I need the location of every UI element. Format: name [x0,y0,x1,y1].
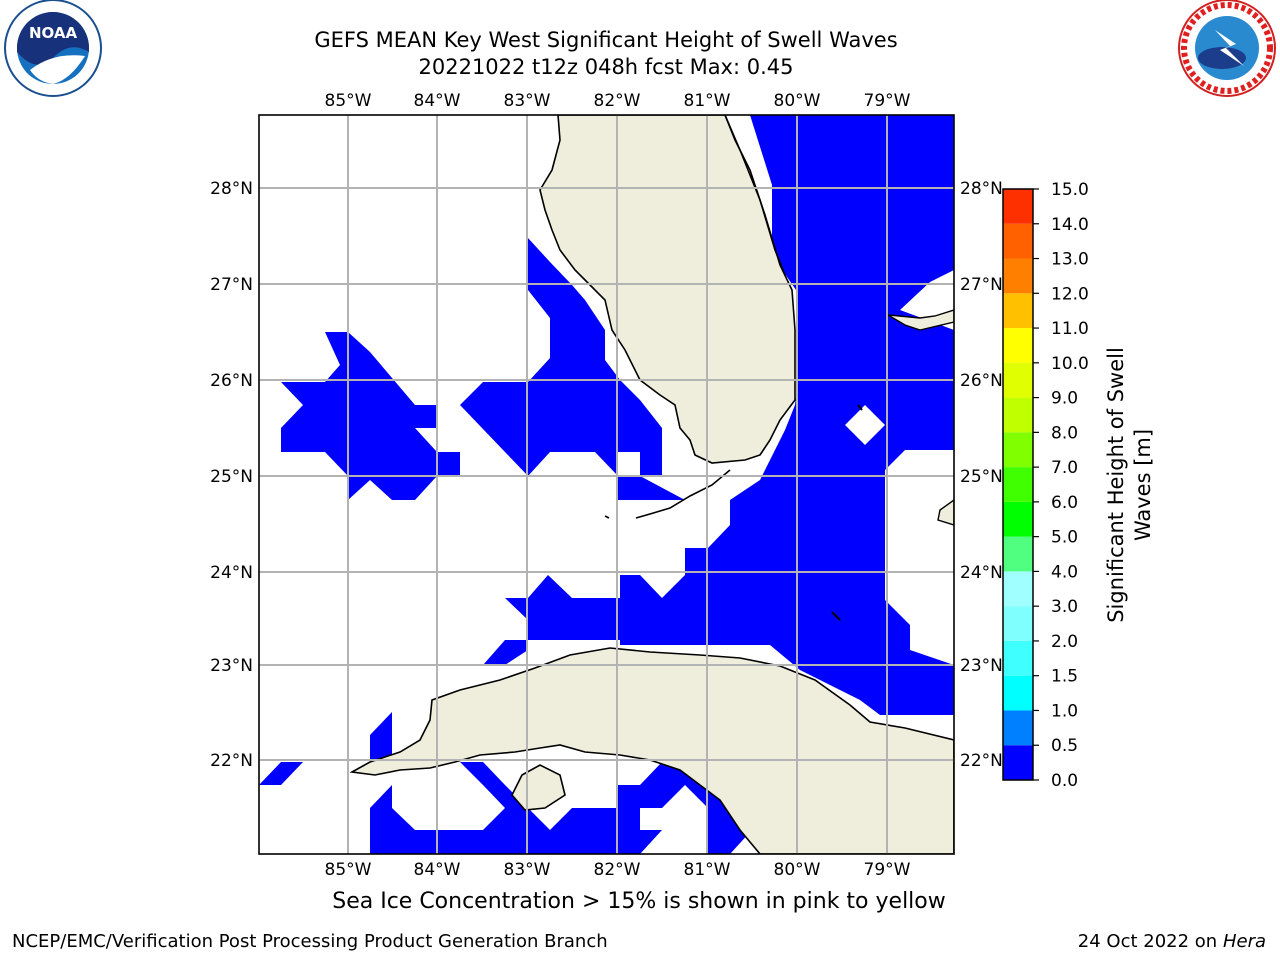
colorbar-border [1002,188,1034,781]
map-gridlines [259,115,954,854]
footer-date: 24 Oct 2022 on Hera [1078,931,1266,952]
lon-label: 80°W [774,91,821,111]
lat-label: 22°N [210,751,253,771]
map-subtitle: 20221022 t12z 048h fcst Max: 0.45 [418,55,794,79]
colorbar-segment [1003,293,1033,329]
lon-label: 81°W [684,860,731,880]
lat-label: 23°N [960,656,1003,676]
footer-date-text: 24 Oct 2022 on [1077,931,1223,952]
map-area [258,114,955,855]
colorbar-tick-label: 15.0 [1051,180,1089,200]
florida-keys [604,469,731,519]
colorbar-segment [1003,258,1033,294]
lon-label: 83°W [504,860,551,880]
colorbar-tick-label: 11.0 [1051,319,1089,339]
lon-label: 79°W [864,91,911,111]
colorbar-tick-label: 5.0 [1051,528,1078,548]
lon-label: 82°W [594,860,641,880]
map-title: GEFS MEAN Key West Significant Height of… [314,28,898,52]
footer-machine: Hera [1222,931,1266,952]
lat-label: 26°N [960,371,1003,391]
lat-label: 26°N [210,371,253,391]
colorbar-tick-label: 0.0 [1051,771,1078,791]
colorbar-tick-label: 2.0 [1051,632,1078,652]
colorbar: 0.0 0.5 1.0 1.5 2.0 3.0 4.0 5.0 6.0 7.0 8.0 9.0 10.0… [1002,180,1089,791]
lon-label: 84°W [414,91,461,111]
colorbar-segment [1003,397,1033,433]
lat-label: 25°N [210,467,253,487]
svg-text:NOAA: NOAA [29,24,78,42]
colorbar-tick-label: 1.0 [1051,701,1078,721]
lon-labels-bottom: 85°W 84°W 83°W 82°W 81°W 80°W 79°W [325,860,911,880]
colorbar-segment [1003,571,1033,607]
colorbar-label-units: Waves [m] [1131,429,1155,541]
lat-labels-right: 28°N 27°N 26°N 25°N 24°N 23°N 22°N [960,179,1003,771]
nws-logo-icon [1178,0,1276,97]
colorbar-segment [1003,640,1033,676]
noaa-logo-icon: NOAA [4,0,102,97]
lat-labels-left: 28°N 27°N 26°N 25°N 24°N 23°N 22°N [210,179,253,771]
lat-label: 27°N [960,275,1003,295]
colorbar-tick-label: 8.0 [1051,423,1078,443]
colorbar-tick-label: 6.0 [1051,493,1078,513]
colorbar-tick-label: 9.0 [1051,389,1078,409]
colorbar-label: Significant Height of Swell [1104,347,1128,623]
lat-label: 24°N [210,563,253,583]
lon-label: 85°W [325,860,372,880]
colorbar-segment [1003,710,1033,746]
sea-ice-note: Sea Ice Concentration > 15% is shown in … [332,889,946,914]
colorbar-segment [1003,536,1033,572]
colorbar-tick-label: 12.0 [1051,284,1089,304]
lon-label: 81°W [684,91,731,111]
colorbar-tick-label: 7.0 [1051,458,1078,478]
colorbar-tick-label: 0.5 [1051,736,1078,756]
colorbar-segment [1003,189,1033,224]
lon-label: 80°W [774,860,821,880]
lon-label: 84°W [414,860,461,880]
lon-labels-top: 85°W 84°W 83°W 82°W 81°W 80°W 79°W [325,91,911,111]
lon-label: 79°W [864,860,911,880]
colorbar-tick-label: 10.0 [1051,354,1089,374]
colorbar-tick-label: 14.0 [1051,215,1089,235]
land-bahamas [831,309,954,621]
colorbar-segment [1003,467,1033,502]
colorbar-tick-label: 3.0 [1051,597,1078,617]
colorbar-tick-label: 13.0 [1051,250,1089,270]
lon-label: 82°W [594,91,641,111]
colorbar-tick-label: 1.5 [1051,667,1078,687]
lat-label: 27°N [210,275,253,295]
lat-label: 25°N [960,467,1003,487]
colorbar-segment [1003,328,1033,363]
lat-label: 23°N [210,656,253,676]
land-florida [539,115,796,464]
colorbar-segment [1003,675,1033,711]
colorbar-tick-label: 4.0 [1051,562,1078,582]
lat-label: 24°N [960,563,1003,583]
lat-label: 28°N [960,179,1003,199]
colorbar-segment [1003,432,1033,468]
lat-label: 28°N [210,179,253,199]
lon-label: 85°W [325,91,372,111]
colorbar-segment [1003,223,1033,259]
colorbar-segment [1003,745,1033,780]
colorbar-segment [1003,501,1033,537]
colorbar-segment [1003,362,1033,398]
lat-label: 22°N [960,751,1003,771]
colorbar-segment [1003,606,1033,641]
lon-label: 83°W [504,91,551,111]
footer-branch: NCEP/EMC/Verification Post Processing Pr… [12,931,608,952]
land-cuba [349,647,954,854]
